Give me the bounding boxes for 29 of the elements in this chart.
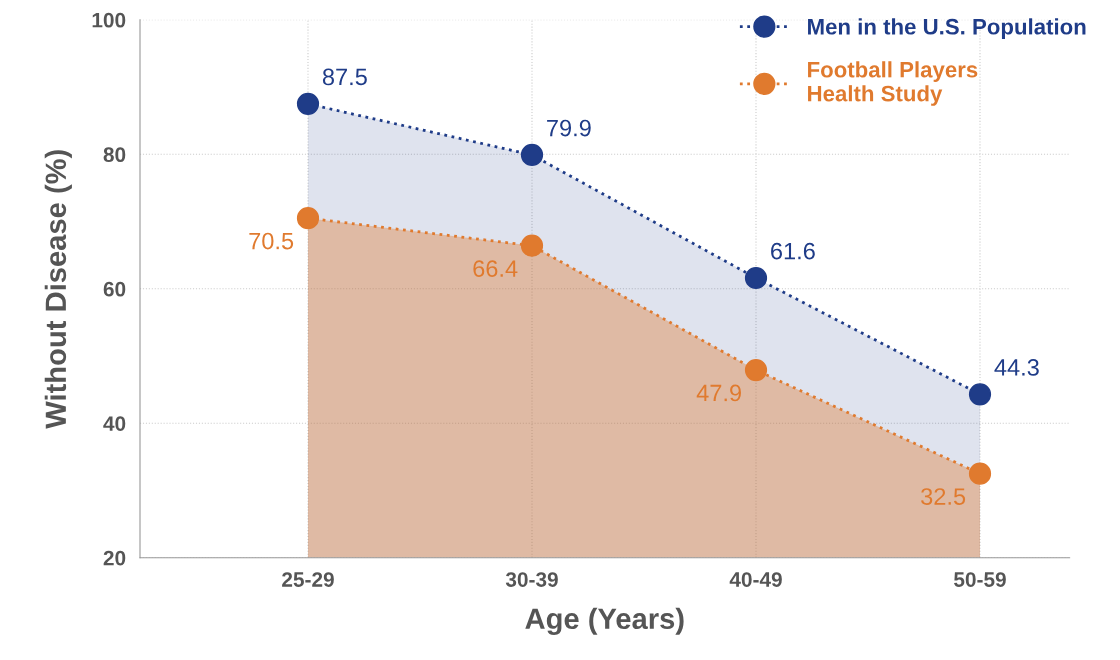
point	[520, 234, 544, 257]
x-tick-label: 25-29	[282, 572, 334, 587]
data-label: 32.5	[921, 488, 966, 505]
point	[744, 358, 768, 382]
legend-label: Football Players Health Study	[808, 61, 978, 106]
data-label: 70.5	[249, 232, 294, 250]
data-label: 47.9	[696, 384, 741, 402]
data-label: 44.3	[994, 359, 1039, 376]
data-label: 66.4	[473, 260, 518, 277]
y-tick-label: 40	[103, 416, 126, 431]
data-label: 87.5	[322, 68, 367, 86]
data-label: 79.9	[547, 119, 591, 137]
y-axis-title: Without Disease (%)	[44, 150, 72, 429]
y-tick-label: 60	[103, 281, 126, 297]
point	[968, 383, 992, 406]
y-tick-label: 80	[103, 147, 126, 163]
point	[296, 207, 320, 230]
x-tick-label: 30-39	[505, 572, 558, 587]
data-label: 61.6	[771, 242, 815, 260]
x-tick-label: 40-49	[729, 572, 782, 587]
point	[968, 462, 992, 485]
x-tick-label: 50-59	[954, 572, 1006, 587]
point	[296, 92, 320, 115]
point	[744, 266, 768, 290]
x-axis-title: Age (Years)	[525, 607, 684, 635]
legend-label: Men in the U.S. Population	[808, 18, 1086, 39]
y-tick-label: 100	[92, 12, 126, 28]
y-tick-label: 20	[103, 550, 126, 566]
point	[520, 143, 544, 167]
